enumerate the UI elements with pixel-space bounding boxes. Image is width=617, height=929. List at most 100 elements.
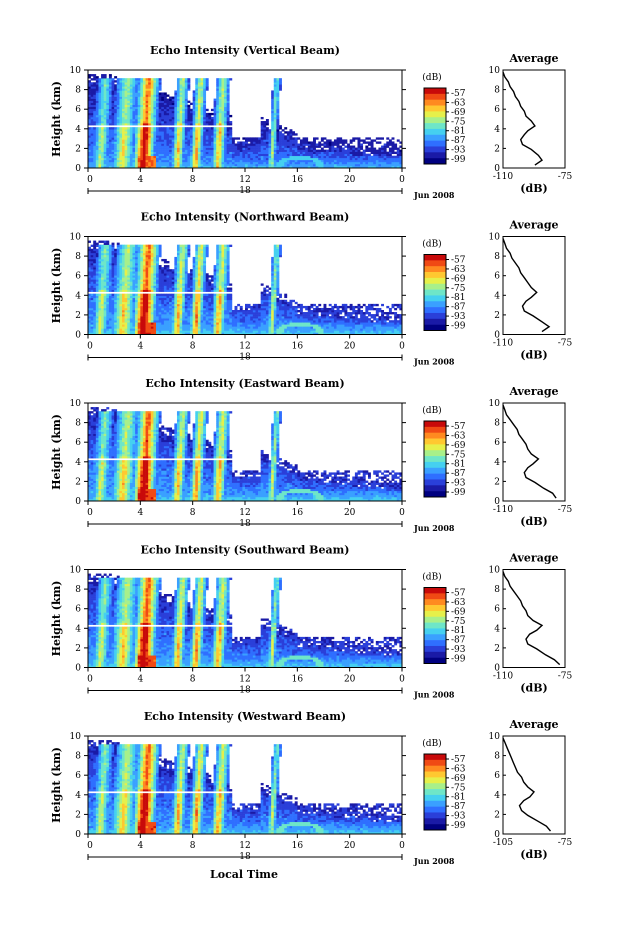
echo-cell [132, 318, 136, 321]
echo-cell [119, 165, 123, 169]
echo-cell [174, 277, 178, 280]
echo-cell [103, 149, 107, 152]
echo-cell [135, 116, 139, 120]
echo-cell [135, 131, 139, 134]
echo-cell [158, 104, 162, 108]
echo-cell [161, 163, 165, 167]
echo-cell [375, 157, 379, 161]
echo-cell [156, 129, 159, 132]
echo-cell [184, 279, 188, 282]
echo-cell [101, 328, 104, 331]
echo-cell [101, 330, 104, 333]
echo-cell [114, 316, 118, 319]
echo-cell [179, 141, 183, 144]
echo-cell [299, 157, 303, 161]
echo-cell [203, 153, 207, 157]
echo-cell [242, 147, 246, 150]
echo-cell [271, 121, 275, 124]
echo-cell [190, 110, 193, 114]
echo-cell [150, 127, 154, 130]
echo-cell [153, 143, 157, 146]
echo-cell [103, 163, 107, 167]
echo-cell [137, 149, 141, 152]
echo-cell [129, 316, 133, 319]
echo-cell [150, 116, 154, 120]
echo-cell [265, 139, 269, 142]
echo-cell [111, 279, 115, 282]
echo-cell [166, 310, 170, 313]
echo-cell [252, 143, 256, 146]
echo-cell [292, 151, 296, 155]
echo-cell [153, 88, 157, 91]
echo-cell [153, 248, 157, 252]
echo-cell [305, 137, 309, 140]
echo-cell [122, 119, 125, 122]
echo-cell [98, 273, 102, 276]
echo-cell [98, 303, 102, 307]
echo-cell [171, 110, 175, 114]
echo-cell [302, 161, 306, 165]
echo-cell [176, 116, 180, 120]
echo-cell [373, 159, 377, 163]
echo-cell [137, 155, 141, 159]
echo-cell [114, 265, 118, 268]
echo-cell [129, 297, 133, 301]
echo-cell [93, 305, 97, 309]
echo-cell [111, 326, 115, 329]
echo-cell [106, 155, 110, 159]
echo-cell [184, 314, 188, 317]
echo-cell [360, 153, 364, 157]
echo-cell [137, 112, 141, 116]
echo-cell [169, 135, 173, 138]
echo-cell [386, 157, 390, 161]
echo-cell [169, 318, 173, 321]
echo-cell [383, 145, 387, 148]
echo-cell [375, 155, 379, 159]
echo-cell [101, 82, 104, 85]
echo-cell [145, 121, 149, 124]
echo-cell [184, 141, 188, 144]
echo-cell [323, 165, 327, 169]
echo-cell [226, 110, 230, 114]
echo-cell [184, 84, 188, 87]
echo-cell [142, 78, 146, 81]
echo-cell [108, 133, 112, 136]
echo-cell [190, 163, 193, 167]
echo-cell [378, 149, 382, 152]
echo-cell [326, 153, 330, 157]
echo-cell [260, 163, 264, 167]
echo-cell [273, 92, 277, 95]
echo-cell [158, 330, 162, 333]
echo-cell [292, 149, 296, 152]
echo-cell [124, 332, 128, 335]
echo-cell [166, 153, 170, 157]
echo-cell [213, 133, 217, 136]
echo-cell [218, 163, 222, 167]
echo-cell [263, 133, 267, 136]
echo-cell [95, 139, 99, 142]
echo-cell [156, 92, 159, 95]
echo-cell [119, 157, 123, 161]
echo-cell [179, 252, 183, 256]
echo-cell [142, 121, 146, 124]
echo-cell [161, 324, 165, 327]
echo-cell [373, 157, 377, 161]
echo-cell [122, 123, 125, 126]
echo-cell [153, 147, 157, 150]
echo-cell [169, 287, 173, 290]
echo-cell [88, 139, 91, 142]
echo-cell [323, 155, 327, 159]
echo-cell [93, 244, 97, 248]
echo-cell [265, 135, 269, 138]
echo-cell [318, 149, 322, 152]
echo-cell [124, 114, 128, 118]
echo-cell [347, 143, 350, 146]
echo-cell [137, 254, 141, 258]
echo-cell [98, 267, 102, 270]
echo-cell [114, 137, 118, 140]
echo-cell [226, 84, 230, 87]
echo-cell [140, 263, 144, 266]
echo-cell [153, 102, 157, 106]
echo-cell [192, 316, 196, 319]
echo-cell [93, 127, 97, 130]
